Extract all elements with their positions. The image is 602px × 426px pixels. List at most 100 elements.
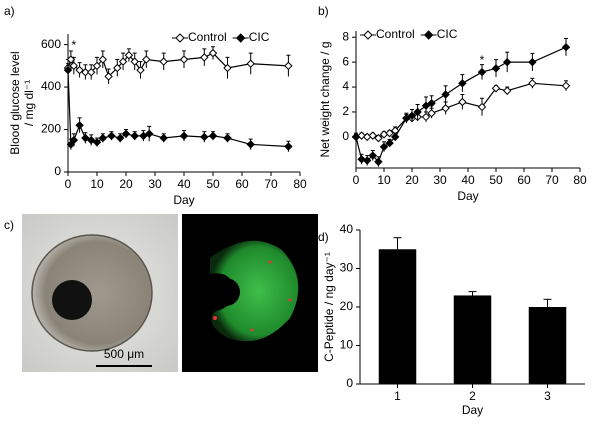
data-point <box>69 61 79 71</box>
data-point <box>142 55 151 64</box>
data-point <box>284 142 293 151</box>
x-tick-label: 10 <box>377 173 391 187</box>
y-tick-label: 4 <box>342 79 349 93</box>
data-point <box>179 131 189 141</box>
data-point <box>502 86 512 95</box>
data-point <box>246 140 255 149</box>
y-axis-unit: / mg dl⁻¹ <box>22 80 36 126</box>
y-tick-label: 0 <box>346 376 353 390</box>
data-point <box>92 61 102 71</box>
data-point <box>75 121 84 130</box>
data-point <box>427 99 436 108</box>
x-axis-label: Day <box>457 189 478 203</box>
x-tick-label: 30 <box>148 177 162 191</box>
data-point <box>357 155 366 164</box>
data-point <box>284 61 293 71</box>
x-tick-label: 60 <box>235 177 249 191</box>
data-point <box>421 112 431 122</box>
micrograph-brightfield: 500 μm <box>22 214 178 372</box>
data-point <box>413 107 422 117</box>
annotation: * <box>71 38 76 52</box>
scale-bar-label: 500 μm <box>104 347 144 361</box>
annotation: * <box>480 53 485 67</box>
data-point <box>63 65 73 75</box>
data-point <box>159 57 168 66</box>
y-axis-label: Net weight change / g <box>318 41 332 157</box>
data-point <box>179 55 189 64</box>
data-point <box>368 151 378 160</box>
data-point <box>407 111 417 120</box>
data-point <box>208 48 218 58</box>
data-point <box>477 67 487 77</box>
data-point <box>528 57 537 67</box>
x-tick-label: 2 <box>469 389 476 403</box>
x-axis-label: Day <box>462 403 483 417</box>
data-point <box>561 81 571 91</box>
legend-label: Control <box>376 27 415 41</box>
x-tick-label: 30 <box>433 173 447 187</box>
data-point <box>81 133 90 143</box>
bar <box>528 307 567 384</box>
data-point <box>121 129 131 138</box>
y-tick-label: 30 <box>340 261 354 275</box>
x-tick-label: 20 <box>405 173 419 187</box>
data-point <box>223 63 232 73</box>
x-axis-label: Day <box>173 193 194 207</box>
series-line <box>67 52 289 78</box>
data-point <box>351 132 361 142</box>
legend-marker <box>175 33 185 43</box>
y-tick-label: 40 <box>340 222 354 236</box>
legend-marker <box>363 30 373 40</box>
data-point <box>374 157 383 166</box>
y-tick-label: 10 <box>340 338 354 352</box>
data-point <box>107 131 116 141</box>
data-point <box>81 68 90 77</box>
x-tick-label: 70 <box>545 173 559 187</box>
y-tick-label: 0 <box>342 129 349 143</box>
bar <box>453 295 492 384</box>
data-point <box>374 133 383 143</box>
data-point <box>159 133 168 143</box>
data-point <box>130 57 139 66</box>
data-point <box>92 138 102 147</box>
x-tick-label: 1 <box>394 389 401 403</box>
data-point <box>66 55 76 64</box>
data-point <box>379 130 389 139</box>
data-point <box>390 132 400 142</box>
data-point <box>441 104 450 113</box>
x-tick-label: 40 <box>177 177 191 191</box>
data-point <box>441 90 450 99</box>
x-tick-label: 50 <box>206 177 220 191</box>
legend-marker <box>423 30 434 40</box>
panel-label: c) <box>4 218 14 232</box>
data-point <box>200 132 209 142</box>
data-point <box>69 135 79 145</box>
data-point <box>115 133 125 143</box>
data-point <box>379 142 389 152</box>
x-tick-label: 50 <box>489 173 503 187</box>
data-point <box>385 128 394 138</box>
data-point <box>561 42 571 52</box>
legend-label: Control <box>188 30 227 44</box>
x-tick-label: 40 <box>461 173 475 187</box>
data-point <box>130 131 139 141</box>
data-point <box>362 156 372 165</box>
y-tick-label: 2 <box>342 104 349 118</box>
micrograph-fluorescence <box>182 214 318 372</box>
x-tick-label: 60 <box>517 173 531 187</box>
data-point <box>118 57 128 66</box>
legend-label: CIC <box>437 27 458 41</box>
x-tick-label: 80 <box>293 177 307 191</box>
data-point <box>200 53 209 62</box>
data-point <box>98 133 108 143</box>
panel-label: d) <box>318 230 329 244</box>
data-point <box>458 97 467 107</box>
data-point <box>136 65 145 75</box>
legend-label: CIC <box>249 30 270 44</box>
x-tick-label: 10 <box>90 177 104 191</box>
data-point <box>144 129 154 138</box>
panel-label: b) <box>318 4 329 18</box>
legend-marker <box>235 33 246 43</box>
y-axis-label: Blood glucose level <box>8 51 22 154</box>
